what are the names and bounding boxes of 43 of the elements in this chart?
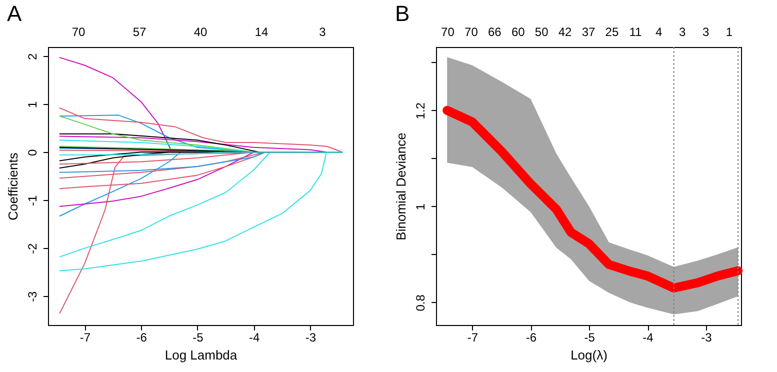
text: 70: [464, 25, 478, 39]
x-tick-label: -5: [584, 330, 596, 344]
text: 4: [656, 25, 663, 39]
text: 1: [726, 25, 733, 39]
text: 60: [511, 25, 526, 39]
text: 14: [254, 25, 268, 39]
y-tick-label: 1: [26, 100, 40, 108]
y-tick-label: -3: [26, 291, 40, 302]
y-axis-title: Coefficients: [6, 152, 20, 220]
text: 57: [132, 25, 146, 39]
y-tick-label: -2: [26, 243, 40, 254]
chart-title: B: [395, 1, 410, 26]
x-tick-label: -7: [80, 330, 91, 344]
x-tick-label: -7: [467, 330, 478, 344]
text: 66: [488, 25, 502, 39]
text: 3: [679, 25, 686, 39]
y-tick-label: 1: [414, 203, 428, 210]
x-tick-label: -5: [192, 330, 204, 344]
x-axis-title: Log Lambda: [164, 348, 238, 362]
text: 70: [441, 25, 455, 39]
x-tick-label: -4: [248, 330, 260, 344]
text: 11: [629, 25, 642, 39]
x-tick-label: -6: [526, 330, 537, 344]
x-axis-title: Log(λ): [570, 348, 608, 362]
y-tick-label: -1: [26, 195, 40, 206]
x-tick-label: -3: [305, 330, 316, 344]
y-axis-title: Binomial Deviance: [394, 132, 408, 240]
text: 40: [194, 25, 208, 39]
y-tick-label: 0.8: [414, 294, 428, 312]
text: 3: [319, 25, 326, 39]
y-tick-label: 1.2: [414, 102, 428, 120]
x-tick-label: -3: [701, 330, 712, 344]
y-tick-label: 0: [26, 148, 40, 156]
text: 25: [605, 25, 619, 39]
text: 3: [702, 25, 710, 39]
text: 70: [72, 25, 86, 39]
text: 42: [558, 25, 572, 39]
text: 37: [582, 25, 596, 39]
x-tick-label: -6: [136, 330, 148, 344]
y-tick-label: 2: [26, 52, 40, 60]
text: 50: [534, 25, 549, 39]
x-tick-label: -4: [642, 330, 654, 344]
chart-title: A: [7, 1, 22, 26]
